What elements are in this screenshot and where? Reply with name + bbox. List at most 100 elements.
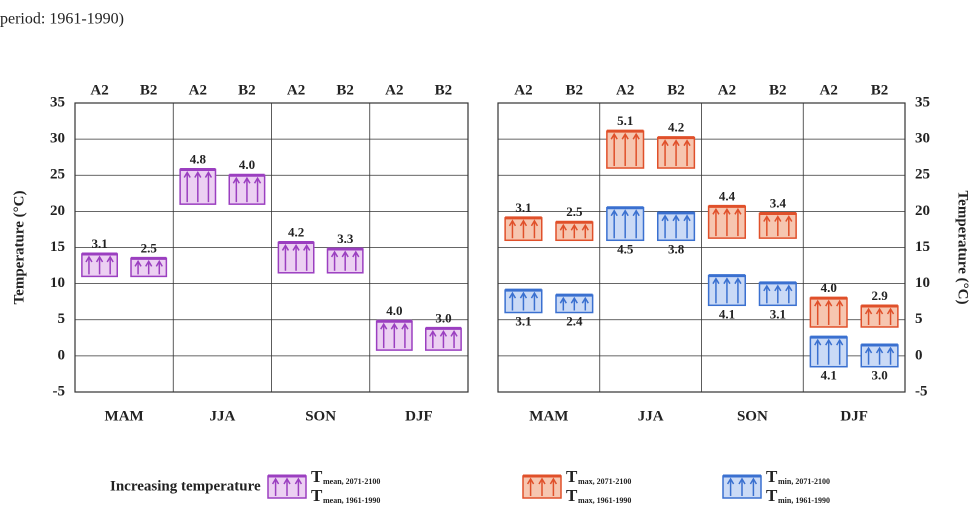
arrow-head bbox=[508, 219, 517, 227]
x-tick-label: SON bbox=[305, 408, 336, 424]
x-tick-label: DJF bbox=[405, 408, 433, 424]
scenario-label: B2 bbox=[667, 82, 685, 98]
y-tick-label: -5 bbox=[53, 383, 66, 399]
arrow-head bbox=[683, 214, 691, 222]
arrow-head bbox=[95, 255, 104, 263]
scenario-label: A2 bbox=[718, 82, 736, 98]
y-tick-label: -5 bbox=[915, 383, 928, 399]
value-label: 2.9 bbox=[871, 288, 888, 303]
x-tick-label: JJA bbox=[638, 408, 664, 424]
arrow-head bbox=[875, 307, 884, 315]
arrow-head bbox=[330, 250, 339, 258]
value-label: 4.0 bbox=[821, 280, 837, 295]
arrow-head bbox=[825, 338, 833, 346]
arrow-head bbox=[734, 207, 742, 215]
arrow-head bbox=[559, 223, 567, 231]
value-label: 3.1 bbox=[91, 236, 107, 251]
y-tick-label: 20 bbox=[915, 203, 930, 219]
value-label: 3.1 bbox=[770, 306, 786, 321]
arrow-head bbox=[610, 132, 618, 140]
value-label: 4.2 bbox=[288, 224, 304, 239]
scenario-label: B2 bbox=[566, 82, 584, 98]
scenario-label: A2 bbox=[90, 82, 108, 98]
value-label: 4.1 bbox=[719, 306, 735, 321]
value-label: 3.4 bbox=[770, 196, 787, 211]
y-tick-label: 15 bbox=[915, 239, 930, 255]
arrow-head bbox=[559, 296, 567, 304]
value-label: 2.4 bbox=[566, 314, 583, 329]
caption: period: 1961-1990) bbox=[0, 11, 124, 28]
arrow-head bbox=[352, 250, 360, 258]
value-label: 3.1 bbox=[515, 200, 531, 215]
arrow-head bbox=[429, 329, 437, 337]
scenario-label: A2 bbox=[514, 82, 532, 98]
arrow-head bbox=[774, 215, 782, 222]
arrow-head bbox=[581, 223, 589, 231]
arrow-head bbox=[508, 291, 517, 299]
arrow-head bbox=[204, 171, 213, 178]
y-tick-label: 5 bbox=[915, 311, 923, 327]
x-tick-label: JJA bbox=[209, 408, 235, 424]
arrow-head bbox=[886, 307, 895, 315]
arrow-head bbox=[530, 219, 539, 227]
scenario-label: A2 bbox=[385, 82, 403, 98]
arrow-head bbox=[610, 209, 618, 217]
value-label: 2.5 bbox=[141, 240, 158, 255]
arrow-head bbox=[683, 139, 691, 147]
arrow-head bbox=[538, 477, 546, 485]
y-tick-label: 5 bbox=[58, 311, 66, 327]
arrow-head bbox=[183, 171, 191, 178]
arrow-head bbox=[85, 255, 93, 263]
arrow-head bbox=[570, 223, 578, 231]
arrow-head bbox=[672, 139, 680, 147]
arrow-head bbox=[401, 322, 409, 330]
arrow-head bbox=[763, 215, 771, 222]
arrow-head bbox=[253, 176, 262, 184]
legend-symbol: T bbox=[566, 467, 578, 486]
y-tick-label: 0 bbox=[915, 347, 923, 363]
y-tick-label: 10 bbox=[915, 275, 930, 291]
arrow-head bbox=[875, 346, 884, 354]
legend-text: max, 2071-2100 bbox=[578, 477, 631, 486]
legend-text: max, 1961-1990 bbox=[578, 496, 631, 505]
arrow-head bbox=[785, 284, 793, 292]
y-tick-label: 35 bbox=[50, 94, 65, 110]
value-label: 4.4 bbox=[719, 188, 736, 203]
legend-text: min, 2071-2100 bbox=[778, 477, 830, 486]
arrow-head bbox=[194, 171, 202, 178]
arrow-head bbox=[621, 132, 629, 140]
scenario-label: B2 bbox=[336, 82, 354, 98]
arrow-head bbox=[390, 322, 398, 330]
arrow-head bbox=[864, 307, 873, 315]
arrow-head bbox=[632, 209, 640, 217]
value-label: 3.0 bbox=[435, 310, 451, 325]
legend-symbol: T bbox=[766, 486, 778, 505]
legend-text: mean, 2071-2100 bbox=[323, 477, 380, 486]
y-tick-label: 15 bbox=[50, 239, 65, 255]
arrow-head bbox=[439, 329, 448, 337]
y-axis-label: Temperature (°C) bbox=[955, 191, 971, 305]
arrow-head bbox=[519, 219, 528, 227]
value-label: 5.1 bbox=[617, 113, 633, 128]
arrow-head bbox=[380, 322, 388, 330]
arrow-head bbox=[570, 296, 578, 304]
arrow-head bbox=[232, 176, 240, 184]
y-tick-label: 30 bbox=[915, 131, 930, 147]
value-label: 3.1 bbox=[515, 314, 531, 329]
y-axis-label: Temperature (°C) bbox=[11, 191, 27, 305]
value-label: 4.2 bbox=[668, 120, 684, 135]
arrow-head bbox=[632, 132, 640, 140]
arrow-head bbox=[814, 299, 822, 307]
x-tick-label: MAM bbox=[529, 408, 568, 424]
scenario-label: B2 bbox=[435, 82, 453, 98]
arrow-head bbox=[661, 139, 669, 147]
arrow-head bbox=[749, 477, 758, 485]
y-tick-label: 30 bbox=[50, 131, 65, 147]
y-tick-label: 0 bbox=[58, 347, 66, 363]
arrow-head bbox=[836, 299, 844, 307]
arrow-head bbox=[774, 284, 782, 292]
x-tick-label: SON bbox=[737, 408, 768, 424]
arrow-head bbox=[661, 214, 669, 222]
y-tick-label: 10 bbox=[50, 275, 65, 291]
scenario-label: A2 bbox=[189, 82, 207, 98]
